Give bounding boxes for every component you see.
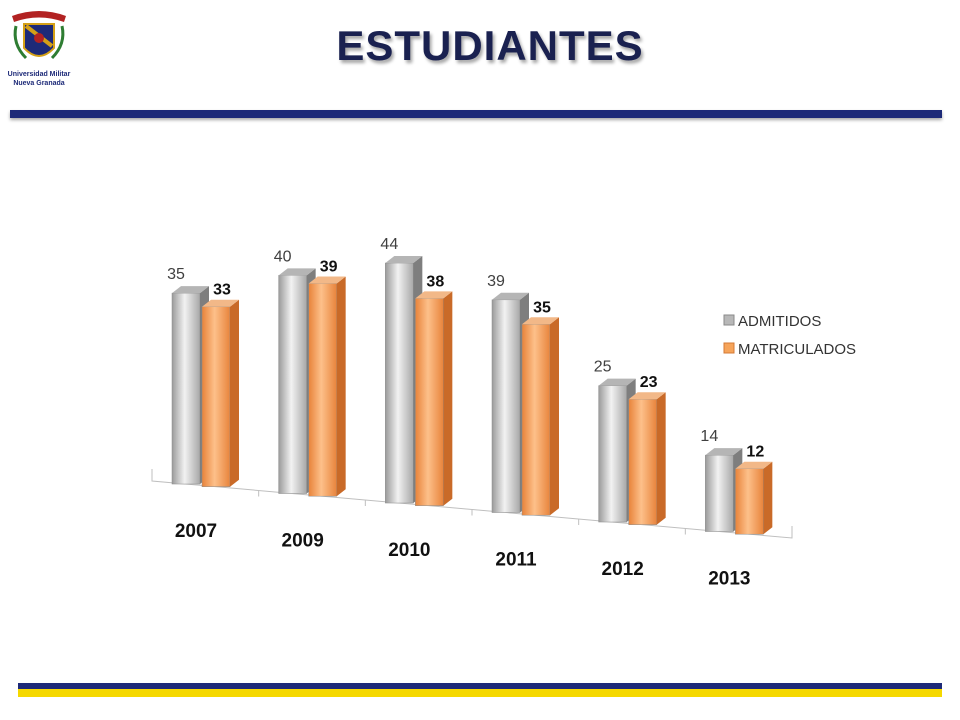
bar-admitidos	[171, 292, 201, 485]
bottom-navy-stripe	[18, 683, 942, 689]
bar-matriculados-top	[415, 291, 453, 299]
bar-matriculados	[521, 324, 551, 516]
legend-swatch	[723, 342, 735, 354]
bar-matriculados-side	[336, 276, 346, 497]
bar-admitidos-top	[705, 448, 743, 456]
bar-matriculados-side	[656, 392, 666, 525]
top-rule	[10, 110, 942, 118]
bar-matriculados-side	[443, 291, 453, 506]
data-label-matriculados: 23	[640, 374, 658, 391]
bar-matriculados	[308, 283, 337, 497]
bar-admitidos-top	[172, 286, 209, 294]
data-label-admitidos: 14	[700, 428, 718, 445]
bar-matriculados-top	[735, 461, 773, 469]
bar-matriculados-top	[628, 392, 666, 400]
x-tick-label: 2009	[282, 530, 324, 551]
x-tick-label: 2007	[175, 521, 217, 542]
data-label-admitidos: 39	[487, 273, 505, 290]
bar-admitidos	[491, 299, 521, 513]
bar-matriculados-side	[550, 317, 559, 516]
bar-admitidos	[598, 385, 627, 523]
bar-matriculados-top	[522, 317, 559, 325]
legend-label: ADMITIDOS	[738, 313, 821, 330]
bar-matriculados-top	[202, 299, 239, 307]
data-label-matriculados: 39	[320, 258, 338, 275]
bar-matriculados-side	[230, 299, 239, 487]
bar-admitidos-top	[598, 378, 636, 386]
bar-admitidos-top	[492, 292, 529, 300]
x-tick-label: 2011	[495, 549, 537, 570]
bar-matriculados	[628, 398, 657, 525]
data-label-admitidos: 40	[274, 248, 292, 265]
data-label-admitidos: 44	[380, 236, 398, 253]
logo-text-line1: Universidad Militar	[8, 71, 71, 78]
bottom-bar	[18, 683, 942, 697]
bar-admitidos	[385, 262, 414, 504]
data-label-matriculados: 35	[533, 299, 551, 316]
legend-swatch	[723, 314, 735, 326]
bar-admitidos-top	[385, 256, 423, 264]
x-tick-label: 2012	[602, 559, 644, 580]
data-label-admitidos: 25	[594, 359, 612, 376]
bar-admitidos	[278, 275, 307, 494]
x-tick-label: 2013	[708, 568, 750, 589]
bar-admitidos-top	[278, 268, 316, 276]
slide-title: ESTUDIANTES	[336, 22, 644, 69]
bar-matriculados	[201, 306, 231, 487]
legend-label: MATRICULADOS	[738, 341, 856, 358]
bottom-yellow-stripe	[18, 689, 942, 697]
x-tick-label: 2010	[388, 540, 430, 561]
university-logo: Universidad Militar Nueva Granada	[8, 11, 71, 87]
bar-matriculados	[415, 298, 444, 506]
bar-matriculados-side	[763, 461, 773, 535]
x-axis-floor	[151, 469, 793, 539]
data-label-matriculados: 33	[213, 282, 231, 299]
data-label-admitidos: 35	[167, 266, 185, 283]
bar-admitidos	[705, 454, 734, 532]
data-label-matriculados: 12	[746, 444, 764, 461]
bar-matriculados-top	[308, 276, 346, 284]
logo-banner	[12, 11, 66, 22]
logo-text-line2: Nueva Granada	[13, 80, 64, 87]
bar-matriculados	[735, 468, 764, 535]
data-label-matriculados: 38	[426, 273, 444, 290]
